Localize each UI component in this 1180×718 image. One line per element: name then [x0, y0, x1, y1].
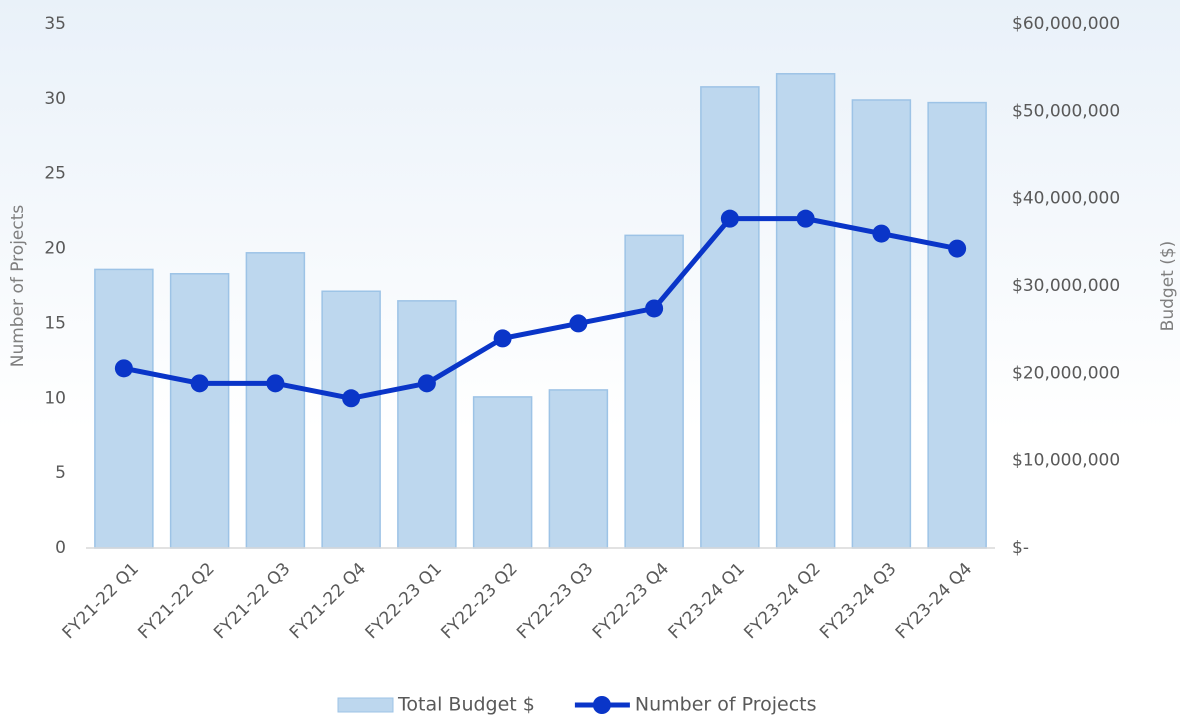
bar	[775, 73, 836, 549]
marker	[114, 359, 133, 378]
y-tick-label: 25	[44, 164, 66, 184]
y2-tick-label: $30,000,000	[1012, 276, 1120, 296]
bar	[94, 268, 154, 549]
line	[123, 216, 958, 401]
y-tick-label: 10	[44, 388, 66, 408]
legend-label: Number of Projects	[635, 694, 817, 716]
y-tick-label: 30	[44, 89, 66, 109]
y2-tick-label: $10,000,000	[1012, 451, 1120, 471]
y-tick-label: 15	[44, 313, 66, 333]
bar	[169, 273, 230, 549]
y2-tick-label: $40,000,000	[1012, 189, 1120, 209]
marker	[266, 374, 285, 393]
legend-label: Total Budget $	[397, 694, 535, 716]
marker	[645, 299, 664, 318]
bar	[700, 86, 760, 549]
marker	[948, 239, 967, 258]
y-axis-title: Number of Projects	[8, 205, 28, 368]
y2-tick-label: $-	[1012, 538, 1029, 558]
legend-swatch	[337, 697, 394, 713]
y-tick-label: 35	[44, 14, 66, 34]
y2-tick-label: $20,000,000	[1012, 363, 1120, 383]
y-tick-label: 0	[55, 538, 66, 558]
bar	[851, 99, 912, 549]
y2-axis-title: Budget ($)	[1158, 241, 1178, 332]
y2-tick-label: $50,000,000	[1012, 101, 1120, 121]
y-tick-label: 5	[55, 463, 66, 483]
marker	[190, 374, 209, 393]
bar	[321, 290, 381, 549]
bar	[548, 389, 609, 549]
y-tick-label: 20	[44, 239, 66, 259]
marker	[720, 209, 739, 228]
bar	[245, 252, 306, 549]
bar	[472, 396, 533, 549]
marker	[872, 224, 891, 243]
bar	[397, 300, 457, 549]
marker	[342, 389, 361, 408]
marker	[569, 314, 588, 333]
marker	[417, 374, 436, 393]
marker	[796, 209, 815, 228]
marker	[493, 329, 512, 348]
y2-tick-label: $60,000,000	[1012, 14, 1120, 34]
bar	[927, 101, 987, 549]
legend-marker	[592, 696, 611, 714]
